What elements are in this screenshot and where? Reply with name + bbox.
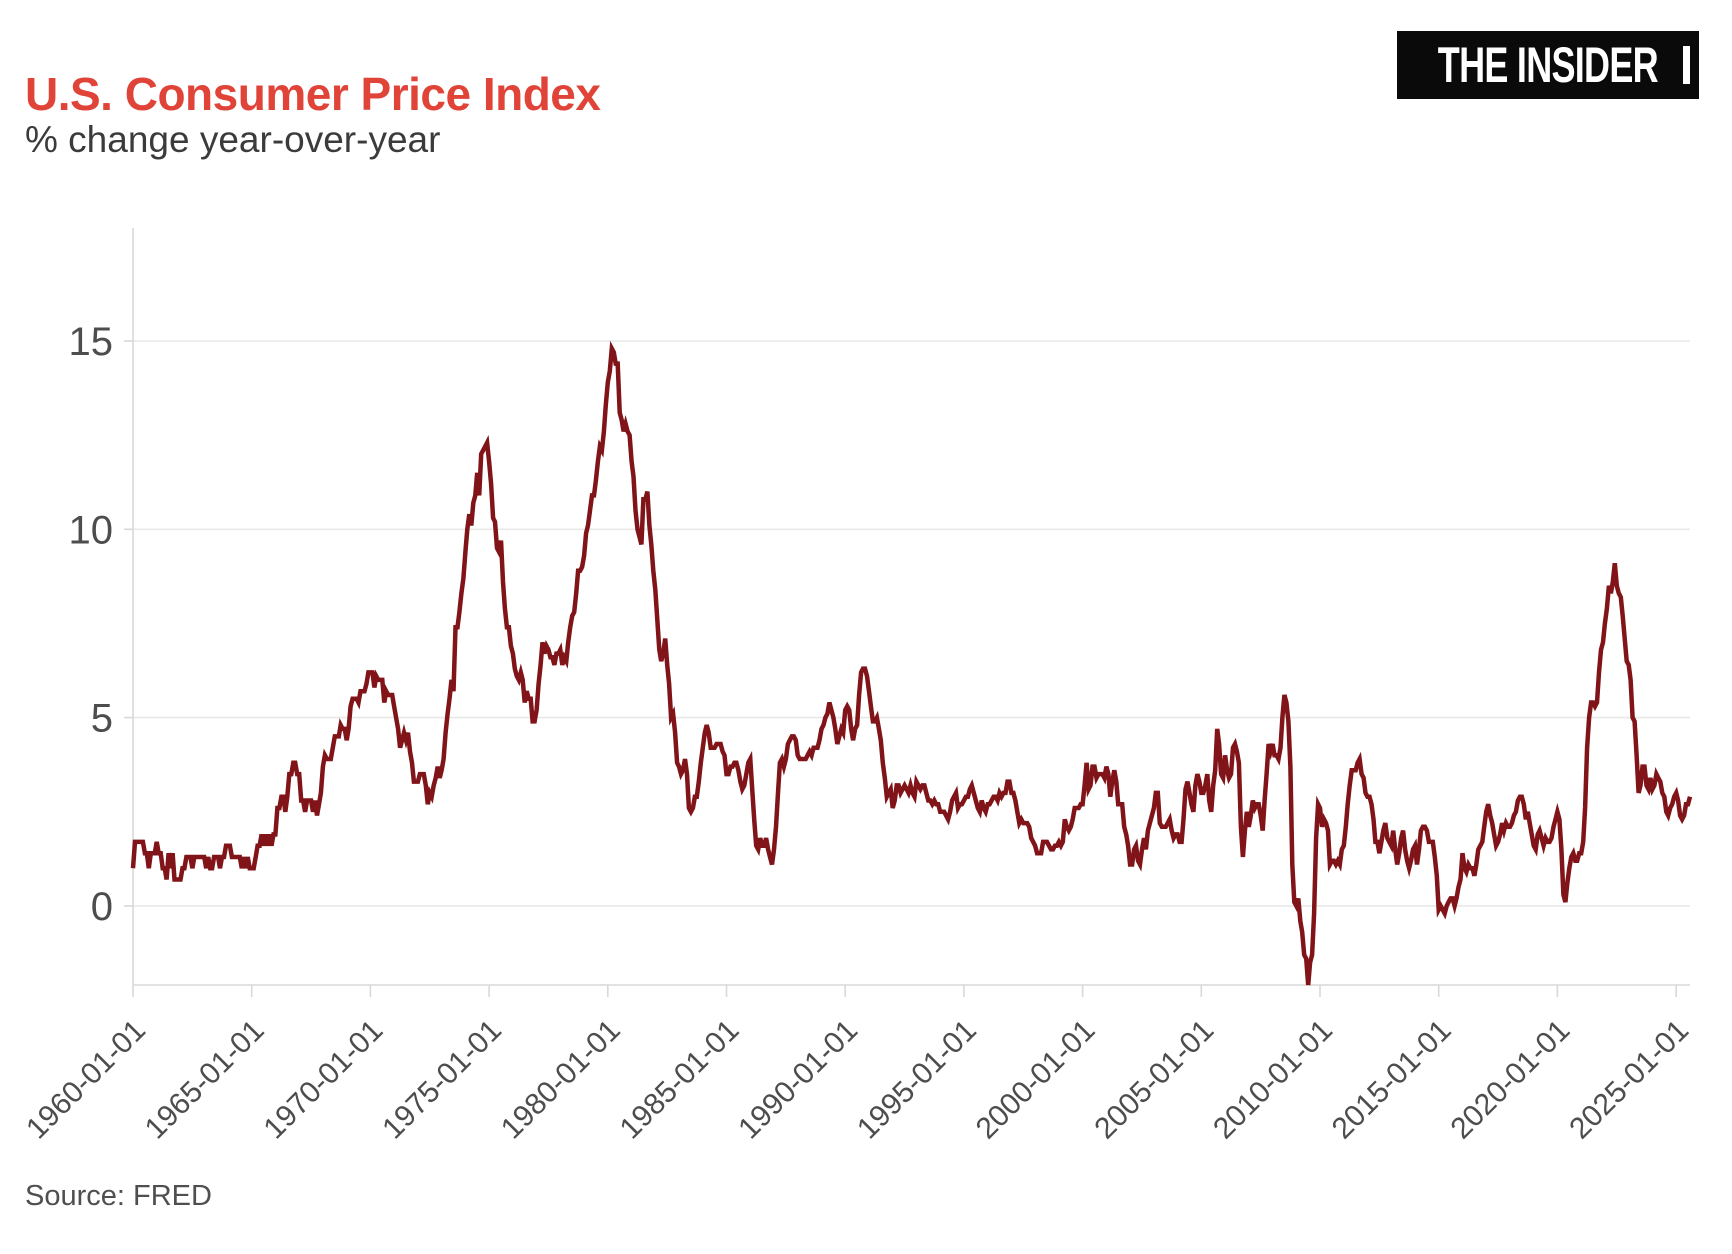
page-title: U.S. Consumer Price Index [25, 67, 601, 120]
y-axis-tick-label: 15 [69, 320, 114, 364]
y-axis-tick-label: 0 [91, 885, 113, 929]
x-axis-tick-label: 1995-01-01 [851, 1014, 983, 1146]
x-axis-tick-label: 1965-01-01 [139, 1014, 271, 1146]
x-axis-tick-label: 2005-01-01 [1088, 1014, 1220, 1146]
source-attribution: Source: FRED [25, 1180, 212, 1212]
y-axis-tick-label: 10 [69, 508, 114, 552]
x-axis-tick-label: 1980-01-01 [495, 1014, 627, 1146]
x-axis-tick-label: 1970-01-01 [257, 1014, 389, 1146]
the-insider-logo: THE INSIDER [1397, 31, 1699, 99]
x-axis-tick-label: 2010-01-01 [1207, 1014, 1339, 1146]
logo-cursor-bar [1683, 46, 1690, 84]
x-axis-tick-label: 2020-01-01 [1444, 1014, 1576, 1146]
x-axis-tick-label: 2015-01-01 [1326, 1014, 1458, 1146]
x-axis-tick-label: 2025-01-01 [1563, 1014, 1695, 1146]
logo-text: THE INSIDER [1437, 37, 1659, 93]
cpi-yoy-line [130, 340, 1693, 986]
x-axis-tick-label: 2000-01-01 [970, 1014, 1102, 1146]
x-axis-tick-label: 1960-01-01 [20, 1014, 152, 1146]
x-axis-tick-label: 1985-01-01 [614, 1014, 746, 1146]
chart-subtitle: % change year-over-year [25, 119, 441, 160]
y-axis-tick-label: 5 [91, 697, 113, 741]
x-axis-tick-label: 1990-01-01 [732, 1014, 864, 1146]
x-axis-tick-label: 1975-01-01 [376, 1014, 508, 1146]
